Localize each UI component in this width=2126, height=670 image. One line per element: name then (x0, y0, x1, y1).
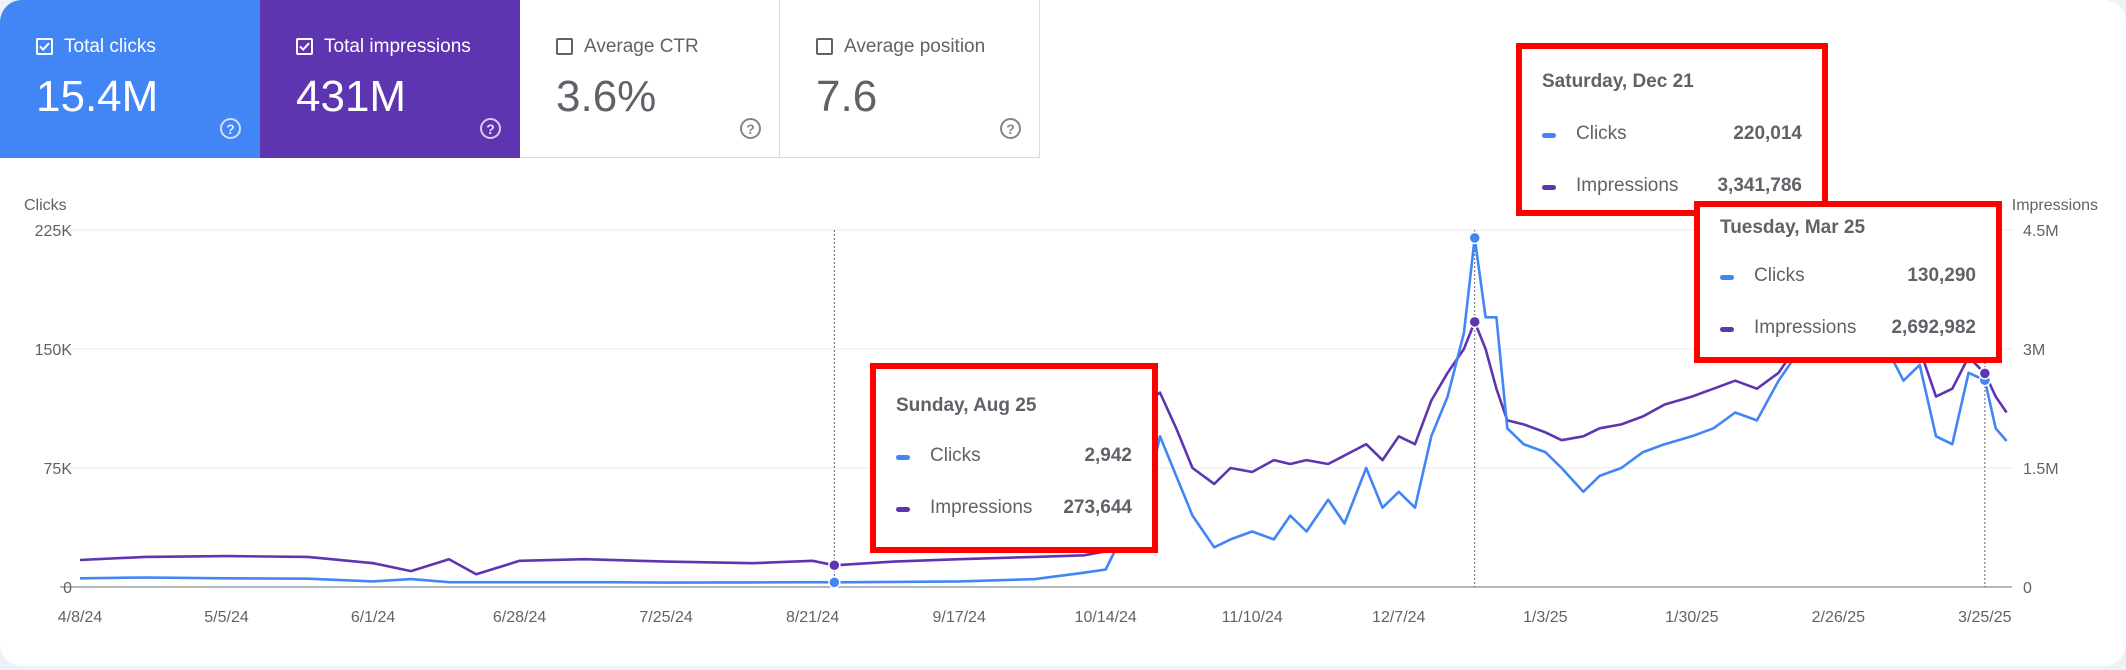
x-tick-label: 7/25/24 (639, 609, 692, 626)
tooltip-impressions-label: Impressions (1576, 175, 1679, 196)
tooltip-clicks-label: Clicks (930, 445, 981, 466)
y-right-tick-label: 4.5M (2023, 223, 2059, 240)
checkbox-icon[interactable] (556, 38, 573, 55)
help-icon[interactable]: ? (740, 118, 761, 139)
metric-value: 7.6 (816, 72, 878, 121)
tooltip-impressions-value: 2,692,982 (1891, 317, 1976, 338)
y-left-tick-label: 0 (63, 580, 72, 597)
metric-card-average-ctr[interactable]: Average CTR 3.6% ? (520, 0, 780, 158)
tooltip-row-clicks: Clicks 220,014 (1542, 123, 1802, 147)
hover-guide-lines (833, 230, 1986, 587)
tooltip-date: Saturday, Dec 21 (1542, 71, 1694, 92)
y-axis-right-ticks: 0 1.5M 3M 4.5M (2023, 223, 2059, 597)
y-right-tick-label: 1.5M (2023, 461, 2059, 478)
tooltip-clicks-value: 220,014 (1733, 123, 1802, 144)
clicks-swatch (896, 455, 910, 460)
x-tick-label: 1/30/25 (1665, 609, 1718, 626)
tooltip-aug-25: Sunday, Aug 25 Clicks 2,942 Impressions … (870, 363, 1158, 553)
clicks-swatch (1542, 133, 1556, 138)
point-clicks (828, 576, 841, 589)
tooltip-row-impressions: Impressions 3,341,786 (1542, 175, 1802, 199)
highlight-points (828, 231, 1992, 589)
metric-value: 431M (296, 72, 407, 121)
y-left-tick-label: 225K (35, 223, 73, 240)
metric-cards: Total clicks 15.4M ? Total impressions 4… (0, 0, 1040, 158)
y-right-tick-label: 0 (2023, 580, 2032, 597)
checkmark-path (39, 42, 50, 52)
metric-label: Average position (844, 36, 986, 57)
tooltip-dec-21: Saturday, Dec 21 Clicks 220,014 Impressi… (1516, 43, 1828, 216)
metric-card-total-impressions[interactable]: Total impressions 431M ? (260, 0, 520, 158)
metric-label: Average CTR (584, 36, 699, 57)
tooltip-impressions-value: 273,644 (1063, 497, 1132, 518)
x-tick-label: 1/3/25 (1523, 609, 1568, 626)
tooltip-impressions-value: 3,341,786 (1717, 175, 1802, 196)
tooltip-impressions-label: Impressions (1754, 317, 1857, 338)
x-tick-label: 6/1/24 (351, 609, 396, 626)
tooltip-clicks-value: 130,290 (1907, 265, 1976, 286)
x-tick-label: 4/8/24 (58, 609, 103, 626)
impressions-swatch (1720, 327, 1734, 332)
y-axis-left-ticks: 0 75K 150K 225K (35, 223, 73, 597)
metric-label: Total clicks (64, 36, 156, 57)
metric-card-average-position[interactable]: Average position 7.6 ? (780, 0, 1040, 158)
tooltip-clicks-label: Clicks (1576, 123, 1627, 144)
tooltip-clicks-value: 2,942 (1084, 445, 1132, 466)
x-tick-label: 2/26/25 (1812, 609, 1865, 626)
x-tick-label: 11/10/24 (1222, 609, 1283, 626)
tooltip-mar-25: Tuesday, Mar 25 Clicks 130,290 Impressio… (1694, 201, 2002, 363)
x-tick-label: 3/25/25 (1958, 609, 2011, 626)
metric-value: 15.4M (36, 72, 159, 121)
checkmark-icon (299, 42, 310, 52)
impressions-swatch (896, 507, 910, 512)
checkmark-path (299, 42, 310, 52)
checkbox-icon[interactable] (296, 38, 313, 55)
help-icon[interactable]: ? (480, 118, 501, 139)
point-impressions (828, 559, 841, 572)
y-axis-right-label: Impressions (2012, 197, 2098, 214)
x-tick-label: 5/5/24 (204, 609, 249, 626)
x-tick-label: 8/21/24 (786, 609, 839, 626)
tooltip-clicks-label: Clicks (1754, 265, 1805, 286)
tooltip-row-clicks: Clicks 130,290 (1720, 265, 1976, 289)
checkbox-icon[interactable] (816, 38, 833, 55)
checkmark-icon (39, 42, 50, 52)
y-right-tick-label: 3M (2023, 342, 2045, 359)
tooltip-impressions-label: Impressions (930, 497, 1033, 518)
impressions-swatch (1542, 185, 1556, 190)
metric-label: Total impressions (324, 36, 471, 57)
x-axis-ticks: 4/8/24 5/5/24 6/1/24 6/28/24 7/25/24 8/21/24 9… (58, 609, 2012, 626)
help-icon[interactable]: ? (220, 118, 241, 139)
x-tick-label: 12/7/24 (1372, 609, 1425, 626)
y-axis-left-label: Clicks (24, 197, 67, 214)
point-clicks (1468, 231, 1481, 245)
x-tick-label: 6/28/24 (493, 609, 546, 626)
tooltip-date: Sunday, Aug 25 (896, 395, 1037, 416)
tooltip-row-impressions: Impressions 273,644 (896, 497, 1132, 521)
x-tick-label: 9/17/24 (932, 609, 985, 626)
y-left-tick-label: 150K (35, 342, 73, 359)
clicks-swatch (1720, 275, 1734, 280)
tooltip-row-clicks: Clicks 2,942 (896, 445, 1132, 469)
point-impressions (1978, 367, 1992, 380)
help-icon[interactable]: ? (1000, 118, 1021, 139)
tooltip-row-impressions: Impressions 2,692,982 (1720, 317, 1976, 341)
tooltip-date: Tuesday, Mar 25 (1720, 217, 1866, 238)
point-impressions (1468, 315, 1481, 329)
metric-value: 3.6% (556, 72, 657, 121)
metric-card-total-clicks[interactable]: Total clicks 15.4M ? (0, 0, 260, 158)
checkbox-icon[interactable] (36, 38, 53, 55)
y-left-tick-label: 75K (44, 461, 73, 478)
x-tick-label: 10/14/24 (1075, 609, 1137, 626)
